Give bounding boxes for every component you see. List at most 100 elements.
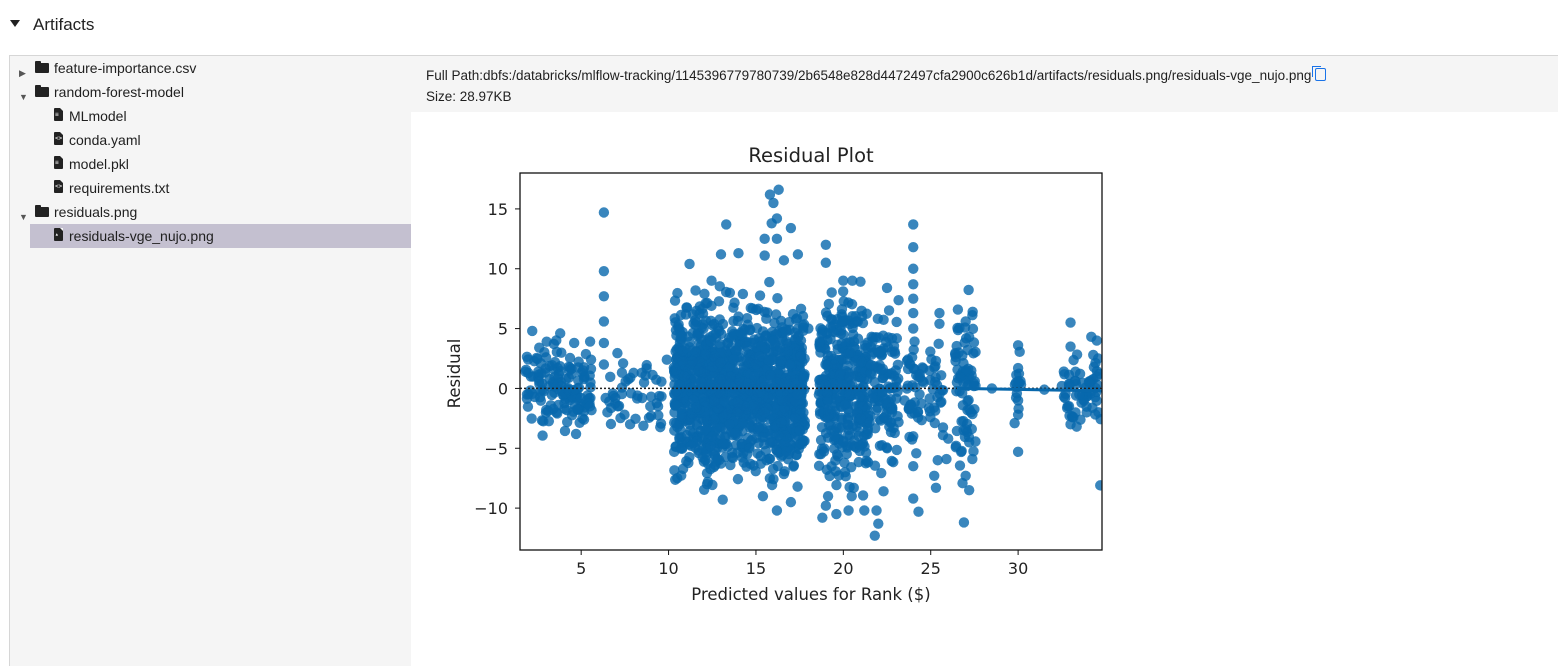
residual-plot-chart: 5 10 15 20 25 30 −10 −5 0 5 10 15 Residual Plot Predi… [445,144,1103,604]
data-point [559,425,571,437]
data-point [826,287,837,298]
data-point [688,394,699,405]
data-point [768,197,779,209]
data-point [908,263,919,274]
data-point [675,309,687,321]
data-point [873,347,884,358]
fit-line [956,386,1103,393]
data-point [697,303,708,314]
data-point [554,328,566,339]
data-point [672,400,684,411]
data-point [645,391,657,402]
data-point [744,325,755,336]
x-axis-label: Predicted values for Rank ($) [691,585,930,604]
code-file-icon: <> [54,180,63,193]
data-point [951,377,963,388]
data-point [1065,317,1076,328]
data-point [526,413,537,424]
tree-item-label: random-forest-model [54,84,184,100]
data-point [822,350,833,361]
data-point [570,428,582,440]
data-point [957,400,969,411]
data-point [847,329,859,340]
data-point [953,347,964,358]
data-point [963,284,974,296]
data-point [843,419,854,431]
data-point [759,250,770,261]
artifact-size: Size: 28.97KB [426,89,512,104]
data-point [846,490,857,502]
data-point [873,518,884,529]
data-point [600,392,611,404]
artifact-info-panel: Full Path:dbfs:/databricks/mlflow-tracki… [410,56,1558,112]
data-point [930,355,942,367]
expanded-arrow-icon[interactable]: ▼ [19,212,28,222]
data-point [598,291,610,302]
data-point [869,376,880,388]
data-point [934,388,945,399]
data-point [860,447,872,458]
data-point [742,449,753,460]
data-point [718,438,729,449]
data-point [705,441,716,452]
tree-item[interactable]: ▴ residuals-vge_nujo.png [30,224,411,248]
artifacts-header[interactable]: Artifacts [0,0,1558,52]
data-point [737,418,748,429]
data-point [916,414,927,426]
data-point [759,233,770,245]
data-point [843,371,855,382]
data-point [775,355,787,367]
data-point [730,345,742,357]
data-point [893,294,904,306]
data-point [721,219,732,230]
x-tick-label: 5 [576,559,586,578]
x-tick-label: 15 [746,559,766,578]
data-point [785,222,797,234]
data-point [821,360,833,371]
data-point [705,336,717,347]
data-point [831,508,842,520]
tree-item[interactable]: ≡ MLmodel [10,104,411,128]
copy-icon[interactable] [1312,66,1327,81]
data-point [532,353,543,365]
data-point [1058,391,1070,402]
data-point [891,381,902,393]
collapsed-arrow-icon[interactable]: ▶ [19,68,26,78]
x-tick-label: 10 [658,559,678,578]
data-point [691,419,702,430]
y-axis-label: Residual [445,339,464,409]
tree-item[interactable]: ▼ residuals.png [10,200,411,224]
tree-item[interactable]: ▶ feature-importance.csv [10,56,411,80]
data-point [778,468,790,480]
data-point [766,354,778,366]
data-point [965,407,977,418]
data-point [741,341,753,352]
data-point [963,331,975,343]
data-point [721,408,732,420]
tree-item[interactable]: ▼ random-forest-model [10,80,411,104]
folder-icon [35,205,49,217]
tree-item[interactable]: <> requirements.txt [10,176,411,200]
data-point [878,314,889,326]
data-point [676,346,688,357]
data-point [749,401,760,412]
data-point [715,249,727,260]
data-point [695,376,707,388]
data-point [778,255,790,266]
data-point [602,407,613,418]
data-point [871,505,882,516]
data-point [867,393,878,404]
data-point [857,490,869,501]
expanded-arrow-icon[interactable]: ▼ [19,92,28,102]
data-point [1009,417,1020,429]
data-point [700,348,711,360]
tree-item[interactable]: ≡ model.pkl [10,152,411,176]
data-point [779,437,791,449]
data-point [749,370,760,382]
data-point [724,419,735,430]
data-point [877,387,888,399]
tree-item[interactable]: <> conda.yaml [10,128,411,152]
data-point [908,242,919,253]
caret-down-icon[interactable] [10,20,20,27]
data-point [669,295,681,306]
